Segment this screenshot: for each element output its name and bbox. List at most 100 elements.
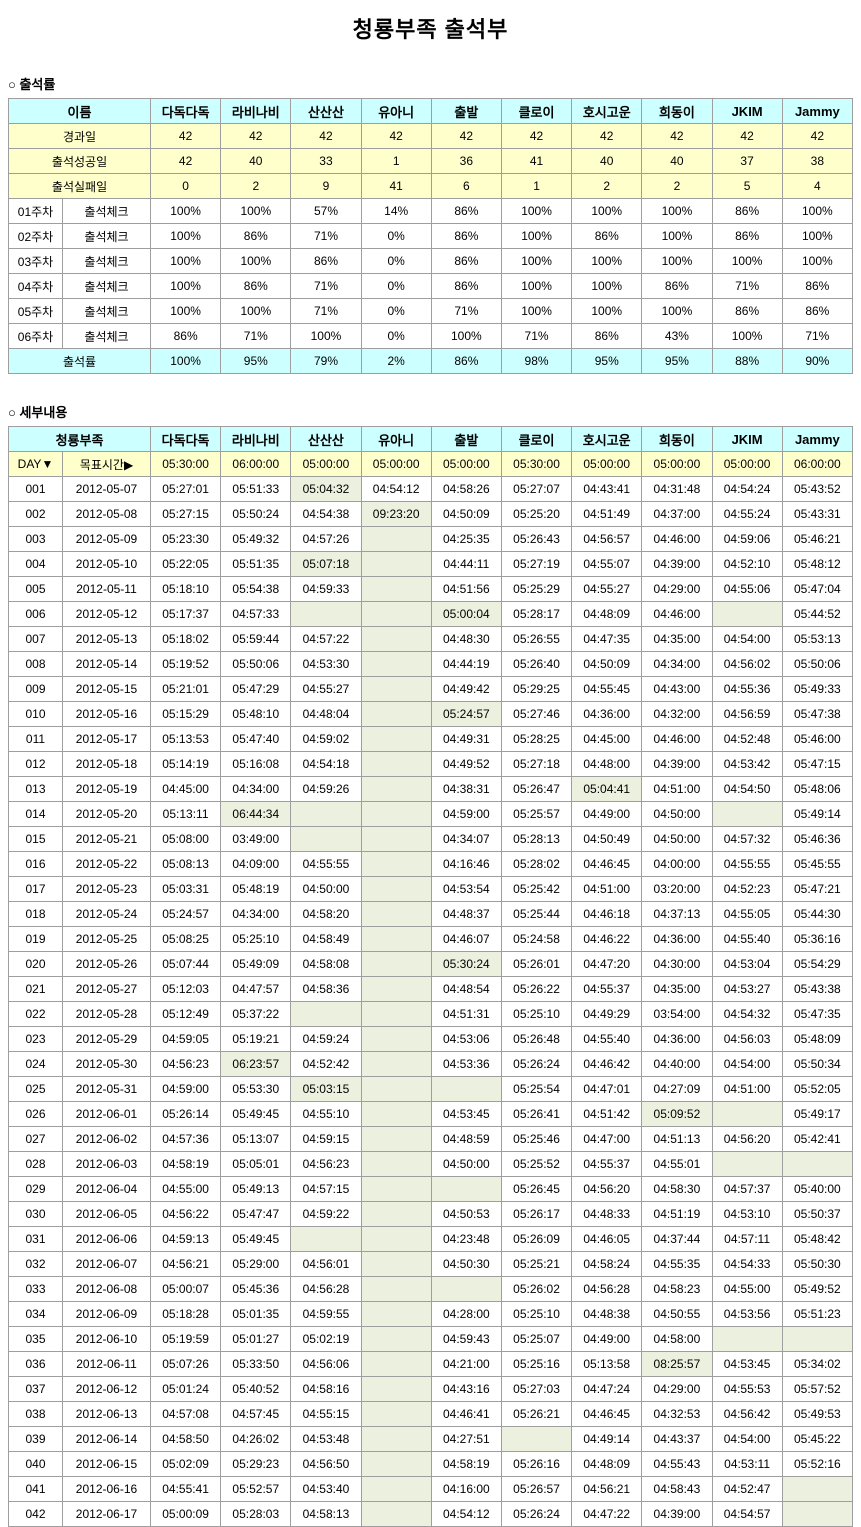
- checkin-time: 04:56:28: [290, 1276, 362, 1302]
- stat-value: 42: [641, 123, 713, 149]
- week-rate-value: 86%: [430, 198, 502, 224]
- stat-value: 5: [711, 173, 783, 199]
- detail-day-row: 027 2012-06-02 04:57:36 05:13:07 04:59:15 04:…: [8, 1126, 854, 1152]
- checkin-time: 04:54:50: [711, 776, 783, 802]
- checkin-time: 04:34:00: [220, 901, 292, 927]
- absent-cell: [360, 1076, 432, 1102]
- checkin-time: 05:49:17: [781, 1101, 854, 1127]
- checkin-time: 04:54:12: [430, 1501, 502, 1527]
- week-rate-value: 86%: [150, 323, 222, 349]
- checkin-time: 05:26:24: [500, 1051, 573, 1077]
- checkin-time: 04:56:21: [149, 1251, 222, 1277]
- checkin-time: 04:53:40: [290, 1476, 362, 1502]
- total-label: 출석률: [7, 348, 152, 374]
- check-label: 출석체크: [61, 198, 152, 224]
- checkin-time: 04:34:00: [220, 776, 292, 802]
- week-label: 06주차: [8, 323, 63, 349]
- member-name-header: 라비나비: [220, 426, 292, 452]
- checkin-time: 04:54:38: [290, 501, 362, 527]
- checkin-time: 04:35:00: [641, 976, 713, 1002]
- absent-cell: [360, 551, 432, 577]
- absent-cell: [360, 1026, 432, 1052]
- checkin-time: 05:00:07: [149, 1276, 222, 1302]
- date-value: 2012-05-30: [62, 1051, 151, 1077]
- day-number: 029: [8, 1176, 63, 1202]
- date-value: 2012-06-04: [62, 1176, 151, 1202]
- checkin-time: 05:21:01: [149, 676, 222, 702]
- detail-day-row: 016 2012-05-22 05:08:13 04:09:00 04:55:55 04:…: [8, 851, 854, 877]
- checkin-time: 04:53:30: [290, 651, 362, 677]
- date-value: 2012-05-31: [62, 1076, 151, 1102]
- target-time-value: 05:00:00: [571, 451, 643, 477]
- checkin-time: 05:47:04: [781, 576, 854, 602]
- checkin-time: 04:28:00: [430, 1301, 502, 1327]
- checkin-time: 04:52:10: [711, 551, 783, 577]
- checkin-time: 05:51:33: [220, 476, 292, 502]
- day-number: 034: [8, 1301, 63, 1327]
- checkin-time: 05:49:13: [220, 1176, 292, 1202]
- absent-cell: [360, 1126, 432, 1152]
- absent-cell: [360, 1276, 432, 1302]
- checkin-time: 04:32:53: [641, 1401, 713, 1427]
- checkin-time: 05:44:52: [781, 601, 854, 627]
- checkin-time: 05:48:06: [781, 776, 854, 802]
- summary-week-row: 01주차 출석체크 100% 100% 57% 14% 86% 100% 100% 100% 86%…: [8, 198, 854, 224]
- attendance-summary-table: 이름 다독다독 라비나비 산산산 유아니 출발 클로이 호시고운 희동이 JKIM Jammy 경과일…: [7, 98, 854, 374]
- week-rate-value: 86%: [711, 223, 783, 249]
- detail-day-row: 007 2012-05-13 05:18:02 05:59:44 04:57:22 04:…: [8, 626, 854, 652]
- checkin-time: 04:55:43: [641, 1451, 713, 1477]
- checkin-time: 04:57:11: [711, 1226, 783, 1252]
- detail-day-row: 034 2012-06-09 05:18:28 05:01:35 04:59:55 04:…: [8, 1301, 854, 1327]
- total-rate-value: 86%: [430, 348, 502, 374]
- checkin-time: 05:49:32: [220, 526, 292, 552]
- checkin-time: 05:47:29: [220, 676, 292, 702]
- detail-day-row: 014 2012-05-20 05:13:11 06:44:34 04:59:00 05:…: [8, 801, 854, 827]
- checkin-time: 05:18:28: [149, 1301, 222, 1327]
- week-rate-value: 100%: [500, 298, 573, 324]
- checkin-time: 04:16:00: [430, 1476, 502, 1502]
- checkin-time: 05:12:49: [149, 1001, 222, 1027]
- member-name-header: Jammy: [781, 98, 854, 124]
- summary-section-label: ○ 출석률: [8, 77, 56, 92]
- member-name-header: 출발: [430, 98, 502, 124]
- checkin-time: 05:47:40: [220, 726, 292, 752]
- checkin-time: 04:59:33: [290, 576, 362, 602]
- checkin-time: 05:50:06: [220, 651, 292, 677]
- week-rate-value: 71%: [220, 323, 292, 349]
- checkin-time: 05:40:52: [220, 1376, 292, 1402]
- week-rate-value: 100%: [571, 248, 643, 274]
- total-rate-value: 100%: [150, 348, 222, 374]
- checkin-time: 05:15:29: [149, 701, 222, 727]
- checkin-time: 04:29:00: [641, 576, 713, 602]
- detail-day-row: 011 2012-05-17 05:13:53 05:47:40 04:59:02 04:…: [8, 726, 854, 752]
- checkin-time: 04:46:05: [571, 1226, 643, 1252]
- day-sort-header[interactable]: DAY▼: [8, 451, 63, 477]
- checkin-time: 04:58:30: [641, 1176, 713, 1202]
- day-number: 024: [8, 1051, 63, 1077]
- week-rate-value: 86%: [711, 298, 783, 324]
- total-rate-value: 95%: [571, 348, 643, 374]
- spacer: [0, 374, 861, 402]
- week-rate-value: 57%: [290, 198, 362, 224]
- total-rate-value: 95%: [641, 348, 713, 374]
- checkin-time: 05:25:16: [500, 1351, 573, 1377]
- checkin-time: 04:36:00: [641, 1026, 713, 1052]
- checkin-time: 04:36:00: [571, 701, 643, 727]
- target-time-header[interactable]: 목표시간▶: [62, 451, 151, 477]
- checkin-time: 04:49:42: [430, 676, 502, 702]
- checkin-time: 04:46:22: [571, 926, 643, 952]
- checkin-time: 05:18:02: [149, 626, 222, 652]
- checkin-time: 05:49:14: [781, 801, 854, 827]
- absent-cell: [781, 1151, 854, 1177]
- detail-day-row: 037 2012-06-12 05:01:24 05:40:52 04:58:16 04:…: [8, 1376, 854, 1402]
- member-name-header: 유아니: [360, 98, 432, 124]
- summary-week-row: 04주차 출석체크 100% 86% 71% 0% 86% 100% 100% 86% 71% 86%: [8, 273, 854, 299]
- checkin-time: 04:58:20: [290, 901, 362, 927]
- absent-cell: [360, 1351, 432, 1377]
- week-rate-value: 43%: [641, 323, 713, 349]
- week-rate-value: 100%: [781, 223, 854, 249]
- checkin-time: 04:59:22: [290, 1201, 362, 1227]
- stat-value: 38: [781, 148, 854, 174]
- checkin-time: 05:47:38: [781, 701, 854, 727]
- absent-cell: [360, 926, 432, 952]
